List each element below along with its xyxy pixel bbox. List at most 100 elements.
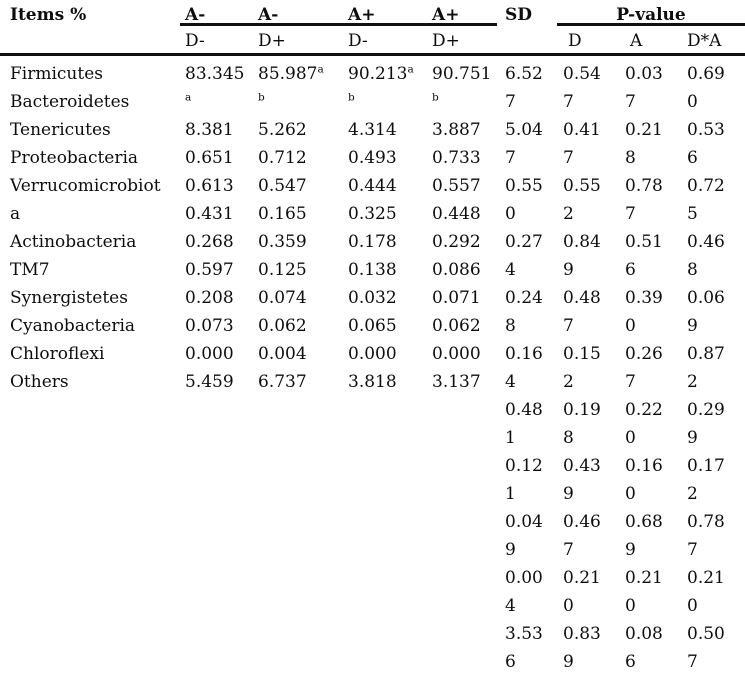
- column-header-items: Items %: [10, 5, 87, 25]
- column-a-minus-d-plus-cells: 85.987a b 5.262 0.712 0.547 0.165 0.359 0.125 0.…: [258, 60, 346, 396]
- cell-line: 0.78: [687, 512, 725, 532]
- cell-line: Synergistetes: [10, 288, 128, 308]
- cell-line: 8.381: [185, 120, 234, 140]
- cell-line: 7: [563, 148, 574, 168]
- cell-line: 0: [625, 596, 636, 616]
- cell-line: 7: [687, 540, 698, 560]
- cell-line: 3.887: [432, 120, 481, 140]
- cell-line: 0.268: [185, 232, 234, 252]
- cell-line: 0.69: [687, 64, 725, 84]
- cell-line: 0.46: [563, 512, 601, 532]
- cell-line: 85.987a: [258, 63, 324, 84]
- cell-line: 7: [563, 540, 574, 560]
- cell-line: 90.213a: [348, 63, 414, 84]
- cell-line: 0.26: [625, 344, 663, 364]
- cell-line: 4.314: [348, 120, 397, 140]
- cell-line: 0.651: [185, 148, 234, 168]
- cell-line: 9: [563, 484, 574, 504]
- cell-line: Actinobacteria: [10, 232, 137, 252]
- cell-line: 0: [505, 204, 516, 224]
- cell-line: 0.43: [563, 456, 601, 476]
- cell-line: 0.032: [348, 288, 397, 308]
- cell-line: 0: [625, 484, 636, 504]
- a-group-underline-rule: [180, 23, 497, 26]
- cell-line: 2: [563, 204, 574, 224]
- cell-line: 0.16: [505, 344, 543, 364]
- cell-line: 0.21: [687, 568, 725, 588]
- cell-line: 0.00: [505, 568, 543, 588]
- cell-line: 7: [625, 372, 636, 392]
- cell-line: 1: [505, 428, 516, 448]
- subheader-d-minus-2: D-: [348, 31, 368, 51]
- cell-line: 0.78: [625, 176, 663, 196]
- cell-line: 0.08: [625, 624, 663, 644]
- cell-line: 2: [687, 484, 698, 504]
- cell-line: 6: [505, 652, 516, 672]
- cell-line: 0.21: [563, 568, 601, 588]
- cell-line: 0.292: [432, 232, 481, 252]
- cell-line: 0.16: [625, 456, 663, 476]
- cell-line: 7: [687, 652, 698, 672]
- column-items-cells: Firmicutes Bacteroidetes Tenericutes Proteo…: [10, 60, 182, 396]
- cell-line: 0.004: [258, 344, 307, 364]
- cell-line: 0.074: [258, 288, 307, 308]
- cell-line: 0.444: [348, 176, 397, 196]
- cell-line: 9: [625, 540, 636, 560]
- cell-line: 0.19: [563, 400, 601, 420]
- column-a-plus-d-plus-cells: 90.751 b 3.887 0.733 0.557 0.448 0.292 0.086 0.0…: [432, 60, 502, 396]
- cell-line: 0.12: [505, 456, 543, 476]
- cell-line: 8: [625, 148, 636, 168]
- cell-line: 0.03: [625, 64, 663, 84]
- cell-line: 7: [563, 316, 574, 336]
- cell-line: 0.50: [687, 624, 725, 644]
- column-sd-cells: 6.52 7 5.04 7 0.55 0 0.27 4 0.24 8 0.16 4 0.48 1 0.12 1…: [505, 60, 560, 676]
- cell-line: Cyanobacteria: [10, 316, 136, 336]
- cell-line: 3.818: [348, 372, 397, 392]
- cell-line: Tenericutes: [10, 120, 111, 140]
- cell-line: 0: [687, 92, 698, 112]
- cell-line: 0.55: [505, 176, 543, 196]
- cell-line: 0.06: [687, 288, 725, 308]
- cell-line: 0.547: [258, 176, 307, 196]
- cell-line: 0: [625, 428, 636, 448]
- cell-line: 0.062: [432, 316, 481, 336]
- cell-line: 5: [687, 204, 698, 224]
- cell-line: 0.448: [432, 204, 481, 224]
- cell-line: 0.325: [348, 204, 397, 224]
- cell-line: 2: [687, 372, 698, 392]
- cell-line: 0.72: [687, 176, 725, 196]
- cell-line: TM7: [10, 260, 50, 280]
- cell-line: 0.51: [625, 232, 663, 252]
- cell-line: 0.24: [505, 288, 543, 308]
- cell-line: a: [10, 204, 21, 224]
- header-separator-rule: [0, 53, 745, 56]
- cell-line: 0.53: [687, 120, 725, 140]
- cell-line: 6: [687, 148, 698, 168]
- cell-line: 0.48: [505, 400, 543, 420]
- cell-line: 0.48: [563, 288, 601, 308]
- cell-line: 0.55: [563, 176, 601, 196]
- cell-line: 3.137: [432, 372, 481, 392]
- cell-line: 7: [625, 204, 636, 224]
- cell-line: 6.52: [505, 64, 543, 84]
- cell-line: 0.46: [687, 232, 725, 252]
- cell-line: 0.21: [625, 120, 663, 140]
- column-header-a-minus-1: A-: [185, 5, 206, 25]
- cell-line: 0.000: [348, 344, 397, 364]
- cell-line: 0.68: [625, 512, 663, 532]
- cell-line: 90.751: [432, 64, 492, 84]
- cell-line: 5.262: [258, 120, 307, 140]
- cell-line: Chloroflexi: [10, 344, 105, 364]
- cell-line: 6.737: [258, 372, 307, 392]
- cell-line: 0.493: [348, 148, 397, 168]
- cell-line: 0.000: [185, 344, 234, 364]
- cell-line: Firmicutes: [10, 64, 104, 84]
- cell-line: 0.165: [258, 204, 307, 224]
- pvalue-underline-rule: [557, 23, 745, 26]
- cell-line: 0.84: [563, 232, 601, 252]
- cell-line: 6: [625, 260, 636, 280]
- cell-line: 0.21: [625, 568, 663, 588]
- cell-line: b: [432, 91, 439, 104]
- column-pvalue-a-cells: 0.03 7 0.21 8 0.78 7 0.51 6 0.39 0 0.26 7 0.22 0 0.16 0…: [625, 60, 683, 676]
